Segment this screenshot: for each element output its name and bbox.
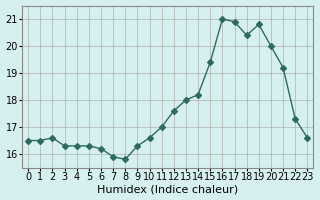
X-axis label: Humidex (Indice chaleur): Humidex (Indice chaleur) (97, 184, 238, 194)
